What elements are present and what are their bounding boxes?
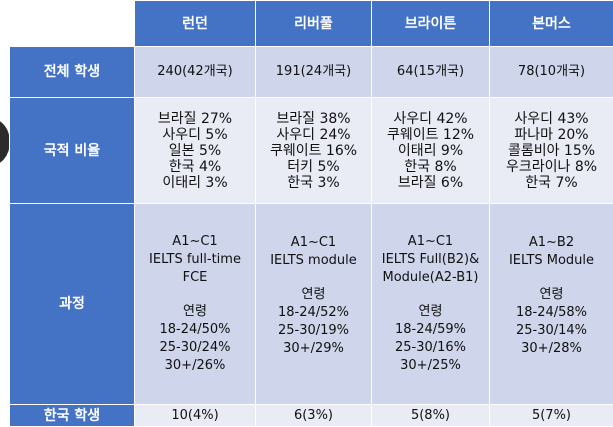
row-header-korean-students: 한국 학생: [10, 405, 135, 427]
nationality-entry: 일본 5%: [137, 143, 253, 159]
nationality-entry: 파나마 20%: [492, 127, 611, 143]
age-group: 25-30/14%: [492, 322, 611, 340]
row-header-nationality: 국적 비율: [10, 98, 135, 204]
row-header-course: 과정: [10, 204, 135, 405]
corner-cell: [10, 1, 135, 47]
nationality-entry: 이태리 9%: [374, 143, 487, 159]
course-row: 과정 A1~C1 IELTS full-time FCE 연령 18-24/50…: [10, 204, 613, 405]
nationality-entry: 사우디 42%: [374, 111, 487, 127]
age-label: 연령: [492, 286, 611, 304]
program-name: FCE: [137, 269, 253, 287]
age-group: 25-30/24%: [137, 339, 253, 357]
nationality-entry: 사우디 5%: [137, 127, 253, 143]
korean-cell-brighton: 5(8%): [372, 405, 490, 427]
age-group: 18-24/58%: [492, 304, 611, 322]
total-cell-london: 240(42개국): [135, 47, 256, 98]
nationality-entry: 사우디 24%: [258, 127, 369, 143]
nationality-entry: 브라질 6%: [374, 175, 487, 191]
nationality-entry: 쿠웨이트 12%: [374, 127, 487, 143]
korean-cell-bournemouth: 5(7%): [490, 405, 613, 427]
nationality-entry: 쿠웨이트 16%: [258, 143, 369, 159]
age-group: 30+/26%: [137, 357, 253, 375]
total-cell-liverpool: 191(24개국): [256, 47, 372, 98]
total-students-row: 전체 학생 240(42개국) 191(24개국) 64(15개국) 78(10…: [10, 47, 613, 98]
program-name: IELTS Full(B2)&: [374, 251, 487, 269]
age-group: 18-24/59%: [374, 321, 487, 339]
total-cell-brighton: 64(15개국): [372, 47, 490, 98]
age-label: 연령: [374, 303, 487, 321]
nationality-entry: 한국 4%: [137, 159, 253, 175]
age-group: 30+/28%: [492, 340, 611, 358]
course-cell-liverpool: A1~C1 IELTS module 연령 18-24/52% 25-30/19…: [256, 204, 372, 405]
nationality-cell-london: 브라질 27% 사우디 5% 일본 5% 한국 4% 이태리 3%: [135, 98, 256, 204]
nationality-entry: 콜롬비아 15%: [492, 143, 611, 159]
total-cell-bournemouth: 78(10개국): [490, 47, 613, 98]
nationality-entry: 브라질 27%: [137, 111, 253, 127]
age-group: 30+/25%: [374, 357, 487, 375]
age-group: 25-30/16%: [374, 339, 487, 357]
nationality-cell-bournemouth: 사우디 43% 파나마 20% 콜롬비아 15% 우크라이나 8% 한국 7%: [490, 98, 613, 204]
program-level: A1~C1: [137, 233, 253, 251]
nationality-entry: 한국 8%: [374, 159, 487, 175]
program-name: Module(A2-B1): [374, 269, 487, 287]
column-header-liverpool: 리버풀: [256, 1, 372, 47]
program-name: IELTS full-time: [137, 251, 253, 269]
nationality-entry: 우크라이나 8%: [492, 159, 611, 175]
header-row: 런던 리버풀 브라이튼 본머스: [10, 1, 613, 47]
nationality-entry: 브라질 38%: [258, 111, 369, 127]
nationality-cell-brighton: 사우디 42% 쿠웨이트 12% 이태리 9% 한국 8% 브라질 6%: [372, 98, 490, 204]
course-cell-london: A1~C1 IELTS full-time FCE 연령 18-24/50% 2…: [135, 204, 256, 405]
program-name: IELTS module: [258, 252, 369, 270]
age-group: 18-24/52%: [258, 304, 369, 322]
age-label: 연령: [258, 286, 369, 304]
age-group: 30+/29%: [258, 340, 369, 358]
program-level: A1~C1: [374, 233, 487, 251]
nationality-entry: 이태리 3%: [137, 175, 253, 191]
age-group: 25-30/19%: [258, 322, 369, 340]
nationality-entry: 사우디 43%: [492, 111, 611, 127]
korean-cell-london: 10(4%): [135, 405, 256, 427]
nationality-row: 국적 비율 브라질 27% 사우디 5% 일본 5% 한국 4% 이태리 3% …: [10, 98, 613, 204]
program-name: IELTS Module: [492, 252, 611, 270]
row-header-total-students: 전체 학생: [10, 47, 135, 98]
column-header-brighton: 브라이튼: [372, 1, 490, 47]
program-level: A1~B2: [492, 234, 611, 252]
school-comparison-table: 런던 리버풀 브라이튼 본머스 전체 학생 240(42개국) 191(24개국…: [9, 0, 613, 427]
korean-cell-liverpool: 6(3%): [256, 405, 372, 427]
program-level: A1~C1: [258, 234, 369, 252]
column-header-bournemouth: 본머스: [490, 1, 613, 47]
nationality-entry: 한국 7%: [492, 175, 611, 191]
course-cell-brighton: A1~C1 IELTS Full(B2)& Module(A2-B1) 연령 1…: [372, 204, 490, 405]
nationality-cell-liverpool: 브라질 38% 사우디 24% 쿠웨이트 16% 터키 5% 한국 3%: [256, 98, 372, 204]
nationality-entry: 한국 3%: [258, 175, 369, 191]
column-header-london: 런던: [135, 1, 256, 47]
korean-students-row: 한국 학생 10(4%) 6(3%) 5(8%) 5(7%): [10, 405, 613, 427]
age-group: 18-24/50%: [137, 321, 253, 339]
course-cell-bournemouth: A1~B2 IELTS Module 연령 18-24/58% 25-30/14…: [490, 204, 613, 405]
age-label: 연령: [137, 303, 253, 321]
nationality-entry: 터키 5%: [258, 159, 369, 175]
